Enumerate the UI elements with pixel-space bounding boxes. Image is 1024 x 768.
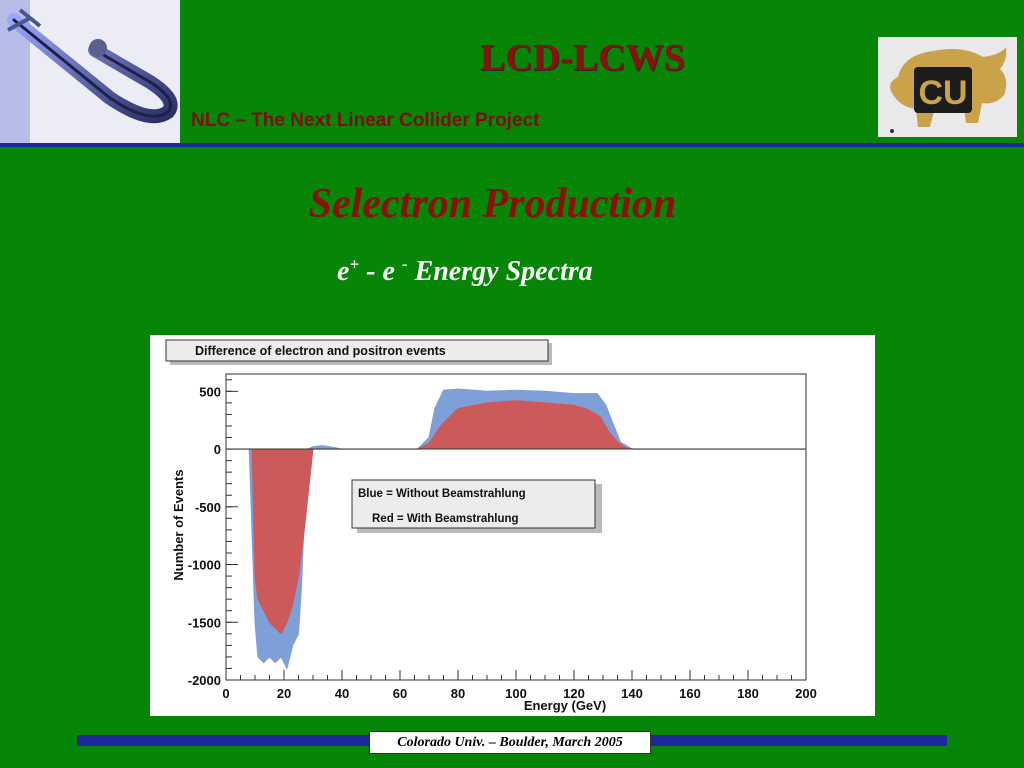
y-tick-label: -1500 — [188, 615, 221, 630]
header-divider — [0, 143, 1024, 147]
nlc-logo — [0, 0, 180, 144]
subtitle-sup-plus: + — [349, 254, 360, 274]
y-tick-label: -500 — [195, 500, 221, 515]
chart-title: Difference of electron and positron even… — [195, 344, 446, 358]
buffalo-icon: CU — [890, 47, 1007, 133]
x-axis-label: Energy (GeV) — [524, 698, 606, 713]
x-tick-label: 140 — [621, 686, 643, 701]
x-tick-label: 20 — [277, 686, 291, 701]
header-title: LCD-LCWS — [480, 37, 685, 79]
x-tick-label: 180 — [737, 686, 759, 701]
slide-title: Selectron Production — [308, 181, 677, 227]
y-tick-label: 0 — [214, 442, 221, 457]
axis-layer: 0 20 40 60 80 100 120 140 160 180 200 500 0 -500 -1000… — [188, 379, 817, 701]
energy-spectra-chart: Difference of electron and positron even… — [165, 339, 817, 713]
subtitle-sup-minus: - — [401, 254, 408, 274]
nlc-logo-icon — [0, 0, 178, 144]
subtitle-mid: - e — [359, 256, 402, 287]
x-tick-label: 120 — [563, 686, 585, 701]
subtitle-tail: Energy Spectra — [407, 256, 593, 287]
x-tick-label: 160 — [679, 686, 701, 701]
header-subtitle: NLC – The Next Linear Collider Project — [191, 110, 540, 131]
x-tick-label: 60 — [393, 686, 407, 701]
legend-entry-red: Red = With Beamstrahlung — [372, 513, 519, 525]
chart-panel: Difference of electron and positron even… — [150, 335, 875, 716]
y-axis-label: Number of Events — [171, 469, 186, 580]
x-tick-label: 40 — [335, 686, 349, 701]
slide-subtitle: e+ - e - Energy Spectra — [337, 256, 593, 288]
y-tick-label: 500 — [199, 384, 221, 399]
chart-title-box — [165, 339, 549, 362]
legend-box — [351, 479, 596, 529]
cu-logo-text: CU — [918, 74, 967, 112]
x-tick-label: 0 — [222, 686, 229, 701]
legend-entry-blue: Blue = Without Beamstrahlung — [358, 488, 526, 500]
subtitle-e1: e — [337, 256, 350, 287]
footer-text: Colorado Univ. – Boulder, March 2005 — [369, 731, 651, 754]
x-tick-label: 80 — [451, 686, 465, 701]
cu-buffalo-logo: CU — [878, 37, 1017, 137]
series-area-red — [225, 400, 807, 635]
x-tick-label: 200 — [795, 686, 817, 701]
y-tick-label: -1000 — [188, 558, 221, 573]
x-tick-label: 100 — [505, 686, 527, 701]
y-tick-label: -2000 — [188, 673, 221, 688]
